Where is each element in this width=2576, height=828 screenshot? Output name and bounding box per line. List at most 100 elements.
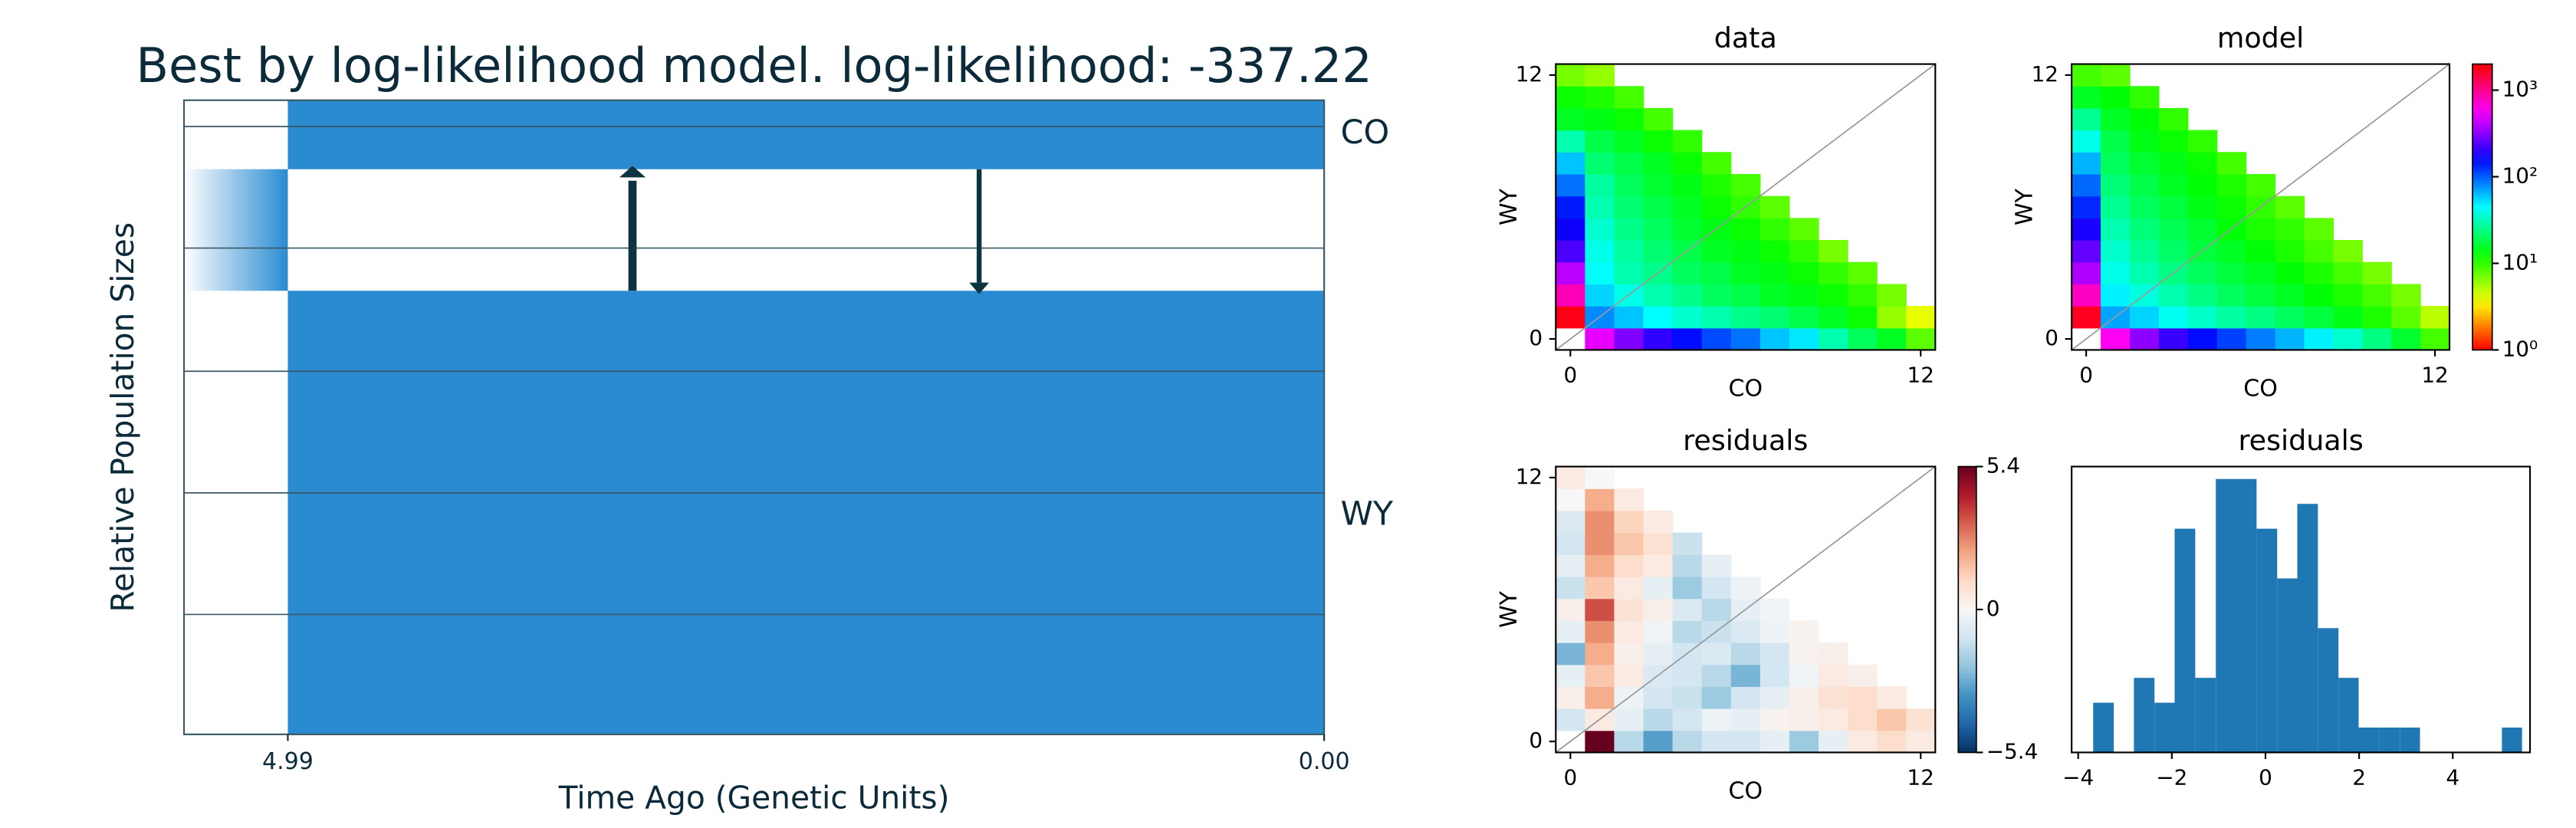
- heatmap-cell: [1556, 686, 1586, 709]
- heatmap-cell: [1643, 218, 1674, 241]
- heatmap-cell: [1730, 261, 1761, 285]
- heatmap-cell: [1848, 306, 1878, 329]
- heatmap-cell: [1789, 306, 1819, 329]
- heatmap-cell: [1585, 576, 1615, 600]
- heatmap-cell: [1818, 240, 1848, 263]
- heatmap-cell: [1556, 554, 1586, 577]
- heatmap-cell: [1877, 306, 1907, 329]
- histogram-bar: [2400, 728, 2420, 753]
- colorbar-tick-label: 0: [1986, 596, 2000, 621]
- heatmap-cell: [1701, 708, 1732, 731]
- heatmap-cell: [1760, 598, 1790, 621]
- x-tick-label: 4: [2446, 765, 2459, 790]
- heatmap-cell: [2072, 196, 2101, 219]
- heatmap-cell: [1701, 152, 1732, 175]
- heatmap-cell: [1643, 554, 1674, 577]
- heatmap-cell: [1614, 261, 1644, 285]
- heatmap-cell: [2101, 284, 2131, 307]
- heatmap-cell: [1672, 218, 1703, 241]
- heatmap-cell: [1760, 327, 1790, 351]
- heatmap-cell: [1848, 730, 1878, 754]
- heatmap-cell: [2187, 218, 2218, 241]
- y-tick-label: 0: [1529, 728, 1543, 753]
- histogram-bar: [2318, 628, 2339, 753]
- histogram-bar: [2277, 578, 2298, 753]
- ancestral-population: [184, 169, 288, 291]
- population-block: [288, 291, 1325, 734]
- heatmap-cell: [1760, 664, 1790, 688]
- heatmap-cell: [1730, 620, 1761, 643]
- heatmap-cell: [1585, 130, 1615, 153]
- heatmap-cell: [2187, 306, 2218, 329]
- heatmap-cell: [2304, 306, 2334, 329]
- heatmap-cell: [2304, 261, 2334, 285]
- heatmap-cell: [1614, 510, 1644, 534]
- diagonal: [1555, 63, 1936, 351]
- heatmap-cell: [1643, 196, 1674, 219]
- x-tick-label: −4: [2062, 765, 2094, 790]
- heatmap-cell: [1789, 284, 1819, 307]
- heatmap-cell: [2101, 86, 2131, 109]
- heatmap-cell: [2187, 261, 2218, 285]
- x-tick-label: 0: [1563, 363, 1577, 388]
- heatmap-cell: [2304, 240, 2334, 263]
- heatmap-cell: [1701, 306, 1732, 329]
- x-tick-label: 0: [2079, 363, 2093, 388]
- colorbar-tick-label: 10⁰: [2502, 336, 2538, 361]
- heatmap-cell: [2391, 306, 2421, 329]
- x-tick-label: 12: [1907, 363, 1934, 388]
- arrow-head: [619, 166, 646, 178]
- colorbar-tick-label: 5.4: [1986, 453, 2020, 478]
- colorbar-tick-label: 10³: [2502, 77, 2538, 102]
- heatmap-cell: [1877, 708, 1907, 731]
- heatmap-cell: [1877, 730, 1907, 754]
- histogram-bar: [2154, 702, 2175, 753]
- heatmap-cell: [1701, 664, 1732, 688]
- heatmap-cell: [1848, 327, 1878, 351]
- heatmap-cell: [2246, 240, 2276, 263]
- heatmap-cell: [1760, 730, 1790, 754]
- heatmap-cell: [2333, 261, 2363, 285]
- heatmap-cell: [1643, 152, 1674, 175]
- heatmap-cell: [1789, 642, 1819, 665]
- heatmap-cell: [1760, 196, 1790, 219]
- heatmap-cell: [1672, 620, 1703, 643]
- heatmap-cell: [1730, 686, 1761, 709]
- heatmap-cell: [2101, 130, 2131, 153]
- heatmap-cell: [2072, 173, 2101, 197]
- heatmap-cell: [1701, 686, 1732, 709]
- heatmap-cell: [2275, 284, 2305, 307]
- heatmap-cell: [1585, 261, 1615, 285]
- heatmap-cell: [1760, 642, 1790, 665]
- heatmap-cell: [1789, 261, 1819, 285]
- diagonal: [1555, 465, 1936, 754]
- heatmap-cell: [1556, 664, 1586, 688]
- heatmap-cell: [2129, 261, 2160, 285]
- heatmap-cell: [1701, 576, 1732, 600]
- arrow-head: [969, 282, 989, 294]
- heatmap-cell: [1585, 86, 1615, 109]
- x-tick-label: 12: [2421, 363, 2448, 388]
- heatmap-cell: [2216, 327, 2247, 351]
- heatmap-cell: [2072, 261, 2101, 285]
- heatmap-cell: [1760, 261, 1790, 285]
- heatmap-cell: [2158, 130, 2189, 153]
- heatmap-cell: [2129, 130, 2160, 153]
- heatmap-cell: [1701, 642, 1732, 665]
- y-axis-label: Relative Population Sizes: [104, 222, 141, 613]
- heatmap-cell: [1556, 64, 1586, 87]
- heatmap-cell: [1585, 173, 1615, 197]
- heatmap-cell: [1818, 327, 1848, 351]
- y-tick-label: 12: [1516, 464, 1543, 489]
- histogram-bar: [2297, 504, 2318, 753]
- x-axis-label: CO: [1729, 375, 1763, 402]
- heatmap-cell: [2129, 240, 2160, 263]
- heatmap-cell: [2216, 173, 2247, 197]
- heatmap-cell: [2072, 306, 2101, 329]
- heatmap-cell: [1672, 730, 1703, 754]
- heatmap-cell: [1585, 466, 1615, 489]
- heatmap-cell: [1789, 218, 1819, 241]
- histogram-bar: [2195, 678, 2216, 753]
- heatmap-cell: [1614, 218, 1644, 241]
